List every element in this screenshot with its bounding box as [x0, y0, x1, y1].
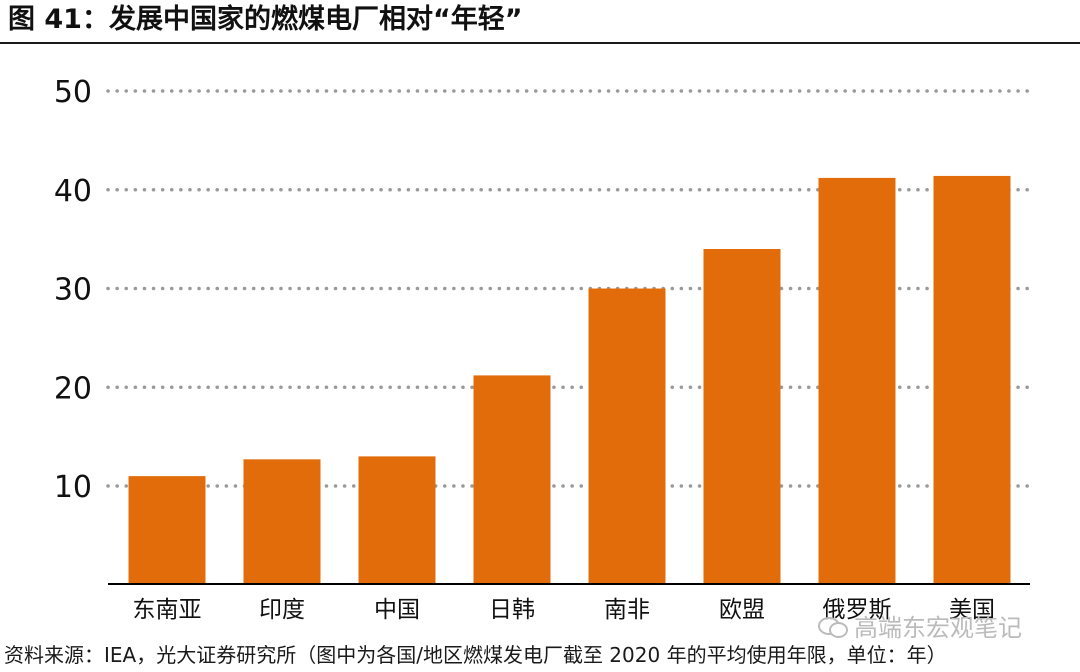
x-tick-label: 中国: [374, 597, 420, 623]
bar-8: [933, 175, 1011, 585]
x-tick-label: 南非: [604, 597, 650, 623]
x-tick-label: 东南亚: [133, 597, 202, 623]
bar-3: [358, 456, 436, 584]
bar-5: [588, 288, 666, 584]
y-tick-label: 10: [54, 470, 92, 505]
bar-6: [703, 249, 781, 584]
bar-2: [243, 459, 321, 584]
chart-title: 图 41：发展中国家的燃煤电厂相对“年轻”: [8, 4, 523, 35]
source-note: 资料来源：IEA，光大证券研究所（图中为各国/地区燃煤发电厂截至 2020 年的…: [4, 643, 947, 667]
bar-7: [818, 177, 896, 584]
bar-4: [473, 375, 551, 584]
x-tick-label: 欧盟: [719, 597, 765, 623]
bar-1: [128, 476, 206, 584]
x-tick-label: 印度: [259, 597, 305, 623]
watermark: 高端东宏观笔记: [818, 608, 1022, 643]
x-tick-label: 日韩: [489, 597, 535, 623]
y-tick-label: 20: [54, 371, 92, 406]
wechat-icon: [818, 615, 848, 638]
title-divider: [0, 42, 1080, 44]
x-tick-label: 美国: [949, 597, 995, 623]
y-tick-label: 40: [54, 174, 92, 209]
y-tick-label: 30: [54, 273, 92, 308]
y-tick-label: 50: [54, 75, 92, 110]
watermark-text: 高端东宏观笔记: [854, 614, 1022, 642]
